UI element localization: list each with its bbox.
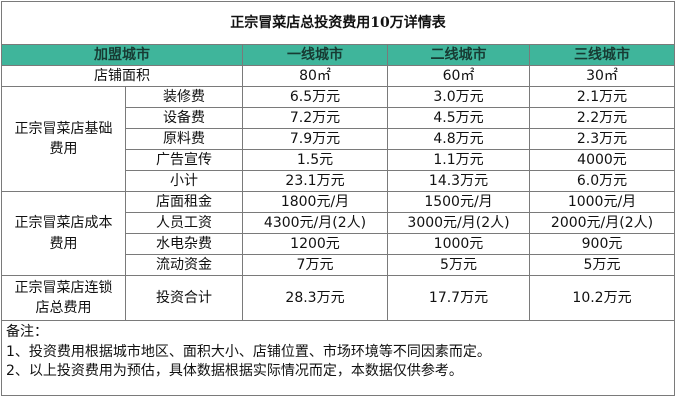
group-label-cost: 正宗冒菜店成本费用: [1, 191, 126, 276]
row-label: 设备费: [125, 107, 243, 129]
cell-tier3: 2.1万元: [529, 86, 675, 108]
header-tier2: 二线城市: [387, 44, 530, 66]
cell-tier3: 6.0万元: [529, 170, 675, 192]
area-tier3: 30㎡: [529, 65, 675, 87]
row-label: 店面租金: [125, 191, 243, 213]
group-label-basic: 正宗冒菜店基础费用: [1, 86, 126, 192]
cell-tier2: 3000元/月(2人): [387, 212, 530, 234]
cell-tier2: 4.8万元: [387, 128, 530, 150]
row-label: 流动资金: [125, 254, 243, 276]
cell-tier2: 1000元: [387, 233, 530, 255]
investment-table: 正宗冒菜店总投资费用10万详情表 加盟城市 一线城市 二线城市 三线城市 店铺面…: [1, 1, 675, 396]
cell-tier3: 2.3万元: [529, 128, 675, 150]
row-label: 小计: [125, 170, 243, 192]
total-tier1: 28.3万元: [242, 275, 388, 321]
row-label: 水电杂费: [125, 233, 243, 255]
notes-block: 备注： 1、投资费用根据城市地区、面积大小、店铺位置、市场环境等不同因素而定。 …: [1, 320, 675, 396]
header-tier1: 一线城市: [242, 44, 388, 66]
row-label: 广告宣传: [125, 149, 243, 171]
cell-tier1: 7万元: [242, 254, 388, 276]
table-row: 水电杂费 1200元 1000元 900元: [2, 233, 675, 255]
cell-tier2: 4.5万元: [387, 107, 530, 129]
table-row-subtotal: 小计 23.1万元 14.3万元 6.0万元: [2, 170, 675, 192]
cell-tier1: 1800元/月: [242, 191, 388, 213]
notes-line-2: 2、以上投资费用为预估，具体数据根据实际情况而定，本数据仅供参考。: [6, 363, 463, 380]
cell-tier1: 23.1万元: [242, 170, 388, 192]
notes-heading: 备注：: [6, 324, 48, 340]
table-row: 广告宣传 1.5元 1.1万元 4000元: [2, 149, 675, 171]
cell-tier1: 7.9万元: [242, 128, 388, 150]
cell-tier1: 4300元/月(2人): [242, 212, 388, 234]
header-tier3: 三线城市: [529, 44, 675, 66]
total-tier3: 10.2万元: [529, 275, 675, 321]
area-tier1: 80㎡: [242, 65, 388, 87]
cell-tier1: 6.5万元: [242, 86, 388, 108]
header-city-label: 加盟城市: [1, 44, 243, 66]
cell-tier1: 1200元: [242, 233, 388, 255]
cell-tier1: 7.2万元: [242, 107, 388, 129]
cell-tier2: 3.0万元: [387, 86, 530, 108]
row-label: 装修费: [125, 86, 243, 108]
header-row: 加盟城市 一线城市 二线城市 三线城市: [1, 44, 675, 66]
cell-tier3: 4000元: [529, 149, 675, 171]
table-row-total: 正宗冒菜店连锁店总费用 投资合计 28.3万元 17.7万元 10.2万元: [1, 275, 675, 321]
cell-tier1: 1.5元: [242, 149, 388, 171]
table-row-area: 店铺面积 80㎡ 60㎡ 30㎡: [1, 65, 675, 87]
group-label-total: 正宗冒菜店连锁店总费用: [1, 275, 126, 321]
row-label: 人员工资: [125, 212, 243, 234]
row-label: 原料费: [125, 128, 243, 150]
area-tier2: 60㎡: [387, 65, 530, 87]
cell-tier2: 14.3万元: [387, 170, 530, 192]
cell-tier3: 5万元: [529, 254, 675, 276]
total-tier2: 17.7万元: [387, 275, 530, 321]
cell-tier2: 5万元: [387, 254, 530, 276]
cell-tier2: 1.1万元: [387, 149, 530, 171]
cell-tier2: 1500元/月: [387, 191, 530, 213]
cell-tier3: 2000元/月(2人): [529, 212, 675, 234]
table-title: 正宗冒菜店总投资费用10万详情表: [1, 1, 675, 45]
total-label: 投资合计: [125, 275, 243, 321]
notes-line-1: 1、投资费用根据城市地区、面积大小、店铺位置、市场环境等不同因素而定。: [6, 343, 491, 360]
table-row: 流动资金 7万元 5万元 5万元: [2, 254, 675, 276]
table-row: 正宗冒菜店成本费用 店面租金 1800元/月 1500元/月 1000元/月: [1, 191, 675, 276]
cell-tier3: 2.2万元: [529, 107, 675, 129]
area-label: 店铺面积: [1, 65, 243, 87]
table-row: 正宗冒菜店基础费用 装修费 6.5万元 3.0万元 2.1万元: [1, 86, 675, 192]
cell-tier3: 900元: [529, 233, 675, 255]
cell-tier3: 1000元/月: [529, 191, 675, 213]
table-row: 人员工资 4300元/月(2人) 3000元/月(2人) 2000元/月(2人): [2, 212, 675, 234]
